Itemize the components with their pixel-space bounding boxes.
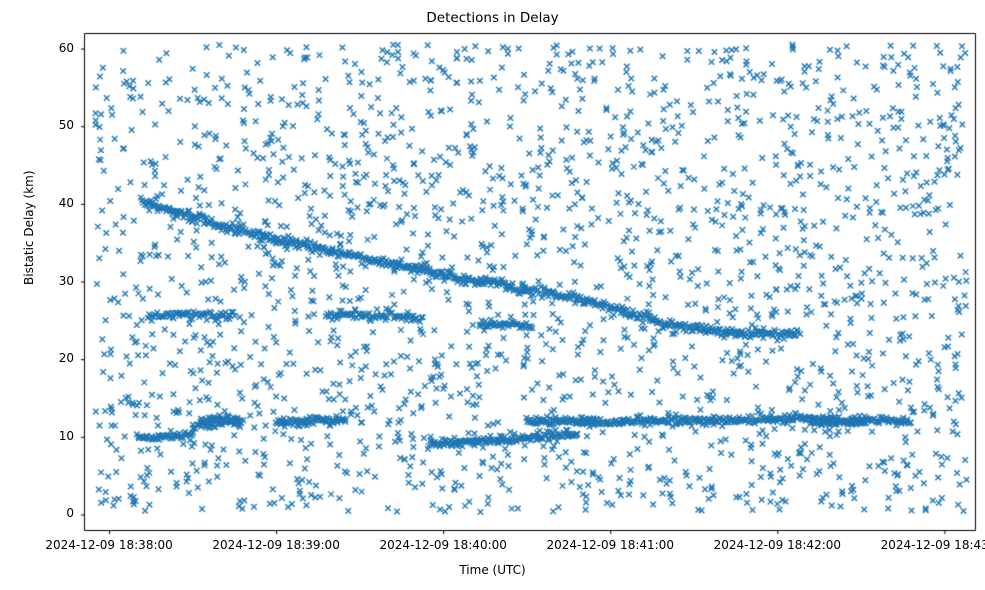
x-tick-label: 2024-12-09 18:40:00 xyxy=(379,538,507,552)
y-tick-label: 30 xyxy=(58,273,74,288)
y-tick-label: 20 xyxy=(58,351,74,366)
x-tick-label: 2024-12-09 18:38:00 xyxy=(45,538,173,552)
x-tick-label: 2024-12-09 18:41:00 xyxy=(546,538,674,552)
y-tick-label: 40 xyxy=(58,195,74,210)
y-tick-label: 0 xyxy=(66,506,74,521)
y-tick-label: 10 xyxy=(58,428,74,443)
x-tick-label: 2024-12-09 18:39:00 xyxy=(212,538,340,552)
x-tick-label: 2024-12-09 18:43:00 xyxy=(880,538,985,552)
y-tick-label: 50 xyxy=(58,118,74,133)
x-tick-label: 2024-12-09 18:42:00 xyxy=(713,538,842,552)
y-tick-label: 60 xyxy=(58,40,74,55)
